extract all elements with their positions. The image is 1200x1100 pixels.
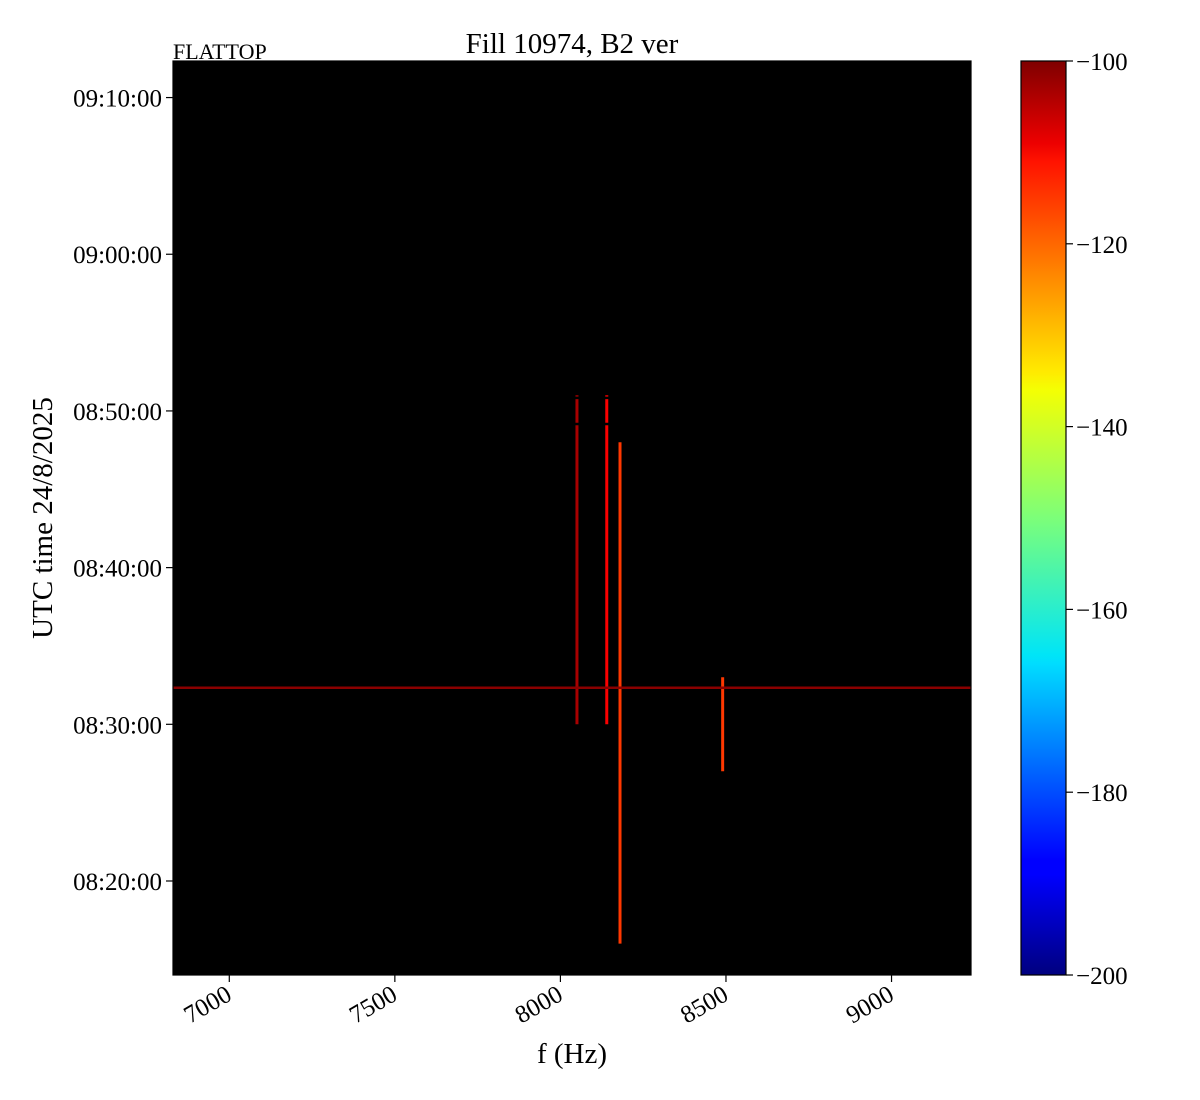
y-tick-label: 08:50:00 xyxy=(73,399,162,426)
x-axis-label: f (Hz) xyxy=(537,1038,607,1070)
vertical-lines xyxy=(575,395,725,944)
event-label: RAMP xyxy=(173,376,235,401)
x-tick-label: 9000 xyxy=(842,981,899,1029)
y-tick-label: 09:00:00 xyxy=(73,242,162,269)
x-tick-label: 8000 xyxy=(511,981,568,1029)
event-label: FLATTOP xyxy=(173,39,267,64)
y-tick-label: 08:30:00 xyxy=(73,712,162,739)
colorbar-tick-label: −100 xyxy=(1076,49,1128,76)
event-lines xyxy=(173,61,971,975)
colorbar-tick-label: −160 xyxy=(1076,597,1128,624)
x-tick-label: 8500 xyxy=(676,981,733,1029)
colorbar-tick-label: −120 xyxy=(1076,232,1128,259)
plot-area xyxy=(173,61,971,975)
plot-frame xyxy=(172,60,972,976)
event-label: INJPHYS xyxy=(173,953,261,978)
event-label: PRERAMP xyxy=(173,402,276,427)
y-tick-label: 08:40:00 xyxy=(73,556,162,583)
heatmap-image xyxy=(173,61,971,975)
y-axis-label: UTC time 24/8/2025 xyxy=(27,397,59,639)
y-axis-ticks: 08:20:00 08:30:00 08:40:00 08:50:00 09:00:00… xyxy=(73,86,173,896)
x-tick-label: 7500 xyxy=(345,981,402,1029)
colorbar-tick-label: −200 xyxy=(1076,963,1128,990)
colorbar-tick-label: −140 xyxy=(1076,415,1128,442)
chart-title: Fill 10974, B2 ver xyxy=(466,28,679,60)
y-tick-label: 09:10:00 xyxy=(73,86,162,113)
colorbar xyxy=(1020,60,1067,976)
x-tick-label: 7000 xyxy=(179,981,236,1029)
colorbar-tick-label: −180 xyxy=(1076,780,1128,807)
x-axis-ticks: 7000 7500 8000 8500 9000 xyxy=(179,975,899,1029)
y-tick-label: 08:20:00 xyxy=(73,869,162,896)
colorbar-ticks: −100 −120 −140 −160 −180 −200 xyxy=(1066,49,1128,990)
